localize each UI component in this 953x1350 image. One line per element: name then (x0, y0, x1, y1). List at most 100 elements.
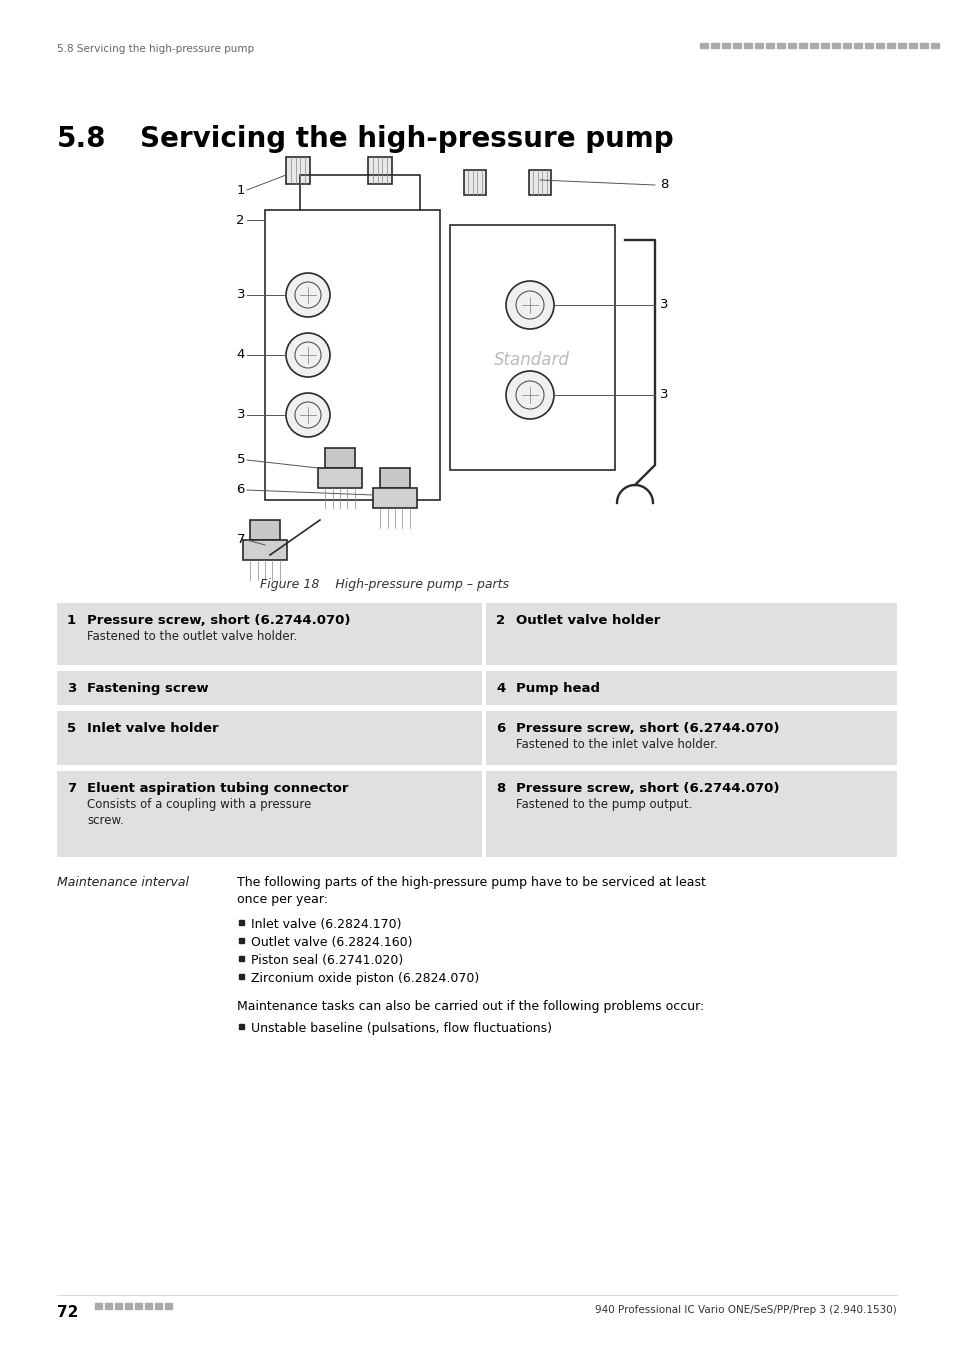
Text: Outlet valve (6.2824.160): Outlet valve (6.2824.160) (251, 936, 412, 949)
Bar (450, 225, 615, 470)
Bar (485, 711, 896, 765)
Bar (809, 43, 817, 49)
Bar (732, 43, 740, 49)
Text: 5: 5 (67, 722, 76, 734)
Bar (485, 771, 896, 857)
Bar (463, 170, 485, 194)
Text: Inlet valve (6.2824.170): Inlet valve (6.2824.170) (251, 918, 401, 932)
Text: 7: 7 (67, 782, 76, 795)
Circle shape (286, 333, 330, 377)
Bar (239, 919, 244, 925)
Text: 1: 1 (236, 184, 245, 197)
Circle shape (505, 371, 554, 418)
Text: Pressure screw, short (6.2744.070): Pressure screw, short (6.2744.070) (87, 614, 350, 626)
Bar (239, 956, 244, 961)
Bar (930, 43, 938, 49)
Bar (239, 1025, 244, 1029)
Text: 3: 3 (236, 289, 245, 301)
Bar (821, 43, 828, 49)
Bar (57, 711, 481, 765)
Text: 4: 4 (496, 682, 505, 695)
Circle shape (286, 393, 330, 437)
Bar (721, 43, 729, 49)
Bar (239, 973, 244, 979)
Bar (754, 43, 762, 49)
Text: 3: 3 (236, 409, 245, 421)
Text: 1: 1 (67, 614, 76, 626)
Bar (286, 157, 310, 184)
Text: Pressure screw, short (6.2744.070): Pressure screw, short (6.2744.070) (516, 722, 779, 734)
Circle shape (505, 281, 554, 329)
Bar (105, 1303, 112, 1310)
Text: Fastened to the outlet valve holder.: Fastened to the outlet valve holder. (87, 630, 297, 643)
Bar (485, 603, 896, 666)
Text: 5.8 Servicing the high-pressure pump: 5.8 Servicing the high-pressure pump (57, 45, 253, 54)
Bar (165, 1303, 172, 1310)
Text: The following parts of the high-pressure pump have to be serviced at least: The following parts of the high-pressure… (236, 876, 705, 890)
Bar (250, 520, 280, 540)
Text: 3: 3 (659, 389, 668, 401)
Bar (317, 468, 361, 487)
Text: Consists of a coupling with a pressure: Consists of a coupling with a pressure (87, 798, 311, 811)
Text: Fastened to the inlet valve holder.: Fastened to the inlet valve holder. (516, 738, 717, 751)
Bar (787, 43, 795, 49)
Bar (485, 671, 896, 705)
Text: 2: 2 (496, 614, 504, 626)
Bar (765, 43, 773, 49)
Text: Figure 18    High-pressure pump – parts: Figure 18 High-pressure pump – parts (260, 578, 509, 591)
Bar (125, 1303, 132, 1310)
Bar (842, 43, 850, 49)
Bar (776, 43, 784, 49)
Bar (57, 603, 481, 666)
Text: once per year:: once per year: (236, 892, 328, 906)
Bar (831, 43, 840, 49)
Bar (864, 43, 872, 49)
Bar (368, 157, 392, 184)
Bar (379, 468, 410, 487)
Circle shape (286, 273, 330, 317)
Text: Fastened to the pump output.: Fastened to the pump output. (516, 798, 692, 811)
Text: Pressure screw, short (6.2744.070): Pressure screw, short (6.2744.070) (516, 782, 779, 795)
Text: 8: 8 (659, 178, 668, 192)
Text: 5: 5 (236, 454, 245, 467)
Text: Eluent aspiration tubing connector: Eluent aspiration tubing connector (87, 782, 348, 795)
Bar (853, 43, 862, 49)
Bar (154, 1303, 162, 1310)
Text: Zirconium oxide piston (6.2824.070): Zirconium oxide piston (6.2824.070) (251, 972, 478, 986)
Text: Servicing the high-pressure pump: Servicing the high-pressure pump (140, 126, 673, 153)
Bar (57, 771, 481, 857)
Text: 72: 72 (57, 1305, 78, 1320)
Bar (799, 43, 806, 49)
Bar (115, 1303, 122, 1310)
Bar (265, 211, 439, 500)
Text: Standard: Standard (494, 351, 569, 369)
Bar (886, 43, 894, 49)
Bar (908, 43, 916, 49)
Text: screw.: screw. (87, 814, 124, 828)
Bar (743, 43, 751, 49)
Text: 3: 3 (67, 682, 76, 695)
Text: 6: 6 (496, 722, 505, 734)
Text: Fastening screw: Fastening screw (87, 682, 209, 695)
Text: Unstable baseline (pulsations, flow fluctuations): Unstable baseline (pulsations, flow fluc… (251, 1022, 552, 1035)
Text: Maintenance interval: Maintenance interval (57, 876, 189, 890)
Bar (700, 43, 707, 49)
Text: 6: 6 (236, 483, 245, 497)
Bar (243, 540, 287, 560)
Text: 4: 4 (236, 348, 245, 362)
Text: 940 Professional IC Vario ONE/SeS/PP/Prep 3 (2.940.1530): 940 Professional IC Vario ONE/SeS/PP/Pre… (595, 1305, 896, 1315)
Text: Pump head: Pump head (516, 682, 599, 695)
Text: Maintenance tasks can also be carried out if the following problems occur:: Maintenance tasks can also be carried ou… (236, 1000, 703, 1012)
Bar (897, 43, 905, 49)
Text: 7: 7 (236, 533, 245, 547)
Bar (57, 671, 481, 705)
Bar (875, 43, 883, 49)
Text: 8: 8 (496, 782, 505, 795)
Text: 3: 3 (659, 298, 668, 312)
Bar (529, 170, 551, 194)
Bar (239, 938, 244, 944)
Bar (145, 1303, 152, 1310)
Bar (919, 43, 927, 49)
Text: 5.8: 5.8 (57, 126, 107, 153)
Text: Outlet valve holder: Outlet valve holder (516, 614, 659, 626)
